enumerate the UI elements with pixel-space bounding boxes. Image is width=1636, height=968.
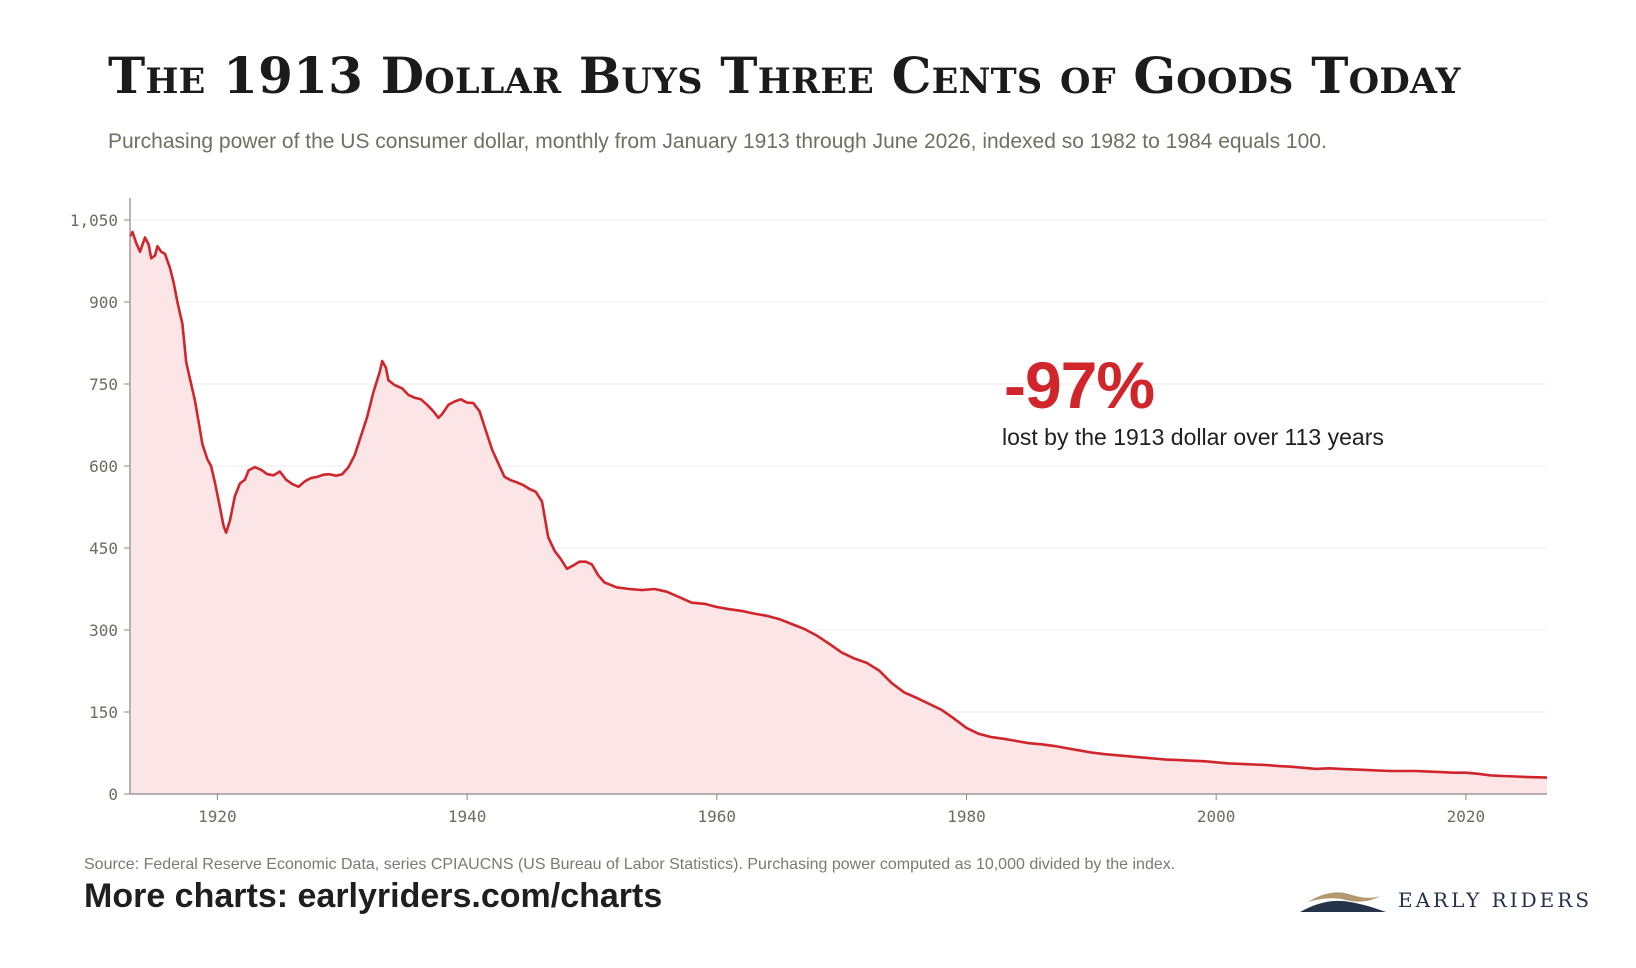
y-tick-label: 900 bbox=[89, 293, 118, 312]
series-line bbox=[128, 230, 1548, 779]
chart-subtitle: Purchasing power of the US consumer doll… bbox=[108, 130, 1327, 153]
y-tick-label: 0 bbox=[108, 785, 118, 804]
early-riders-logo-icon bbox=[1300, 892, 1386, 912]
more-charts-link[interactable]: More charts: earlyriders.com/charts bbox=[84, 877, 663, 915]
brand-name: EARLY RIDERS bbox=[1398, 888, 1593, 912]
x-tick-label: 1920 bbox=[198, 807, 237, 826]
x-tick-label: 1980 bbox=[947, 807, 986, 826]
x-tick-label: 1960 bbox=[698, 807, 737, 826]
y-tick-label: 150 bbox=[89, 703, 118, 722]
x-tick-label: 1940 bbox=[448, 807, 487, 826]
y-tick-label: 450 bbox=[89, 539, 118, 558]
loss-description-callout: lost by the 1913 dollar over 113 years bbox=[1002, 424, 1384, 450]
area-fill bbox=[130, 232, 1547, 794]
x-axis-ticks: 1920 1940 1960 1980 2000 2020 bbox=[198, 794, 1485, 826]
y-tick-label: 300 bbox=[89, 621, 118, 640]
y-axis-ticks: 0 150 300 450 600 750 900 1,050 bbox=[70, 211, 130, 804]
x-tick-label: 2000 bbox=[1197, 807, 1236, 826]
y-tick-label: 1,050 bbox=[70, 211, 118, 230]
x-tick-label: 2020 bbox=[1447, 807, 1486, 826]
chart-title: The 1913 Dollar Buys Three Cents of Good… bbox=[108, 46, 1461, 105]
source-note: Source: Federal Reserve Economic Data, s… bbox=[84, 856, 1176, 873]
y-tick-label: 750 bbox=[89, 375, 118, 394]
y-tick-label: 600 bbox=[89, 457, 118, 476]
brand-lockup: EARLY RIDERS bbox=[1300, 886, 1592, 914]
axes bbox=[129, 198, 1547, 795]
loss-percentage-callout: -97% bbox=[1004, 348, 1155, 422]
